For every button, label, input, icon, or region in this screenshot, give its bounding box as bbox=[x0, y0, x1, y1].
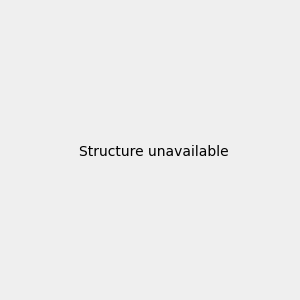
Text: Structure unavailable: Structure unavailable bbox=[79, 145, 229, 158]
